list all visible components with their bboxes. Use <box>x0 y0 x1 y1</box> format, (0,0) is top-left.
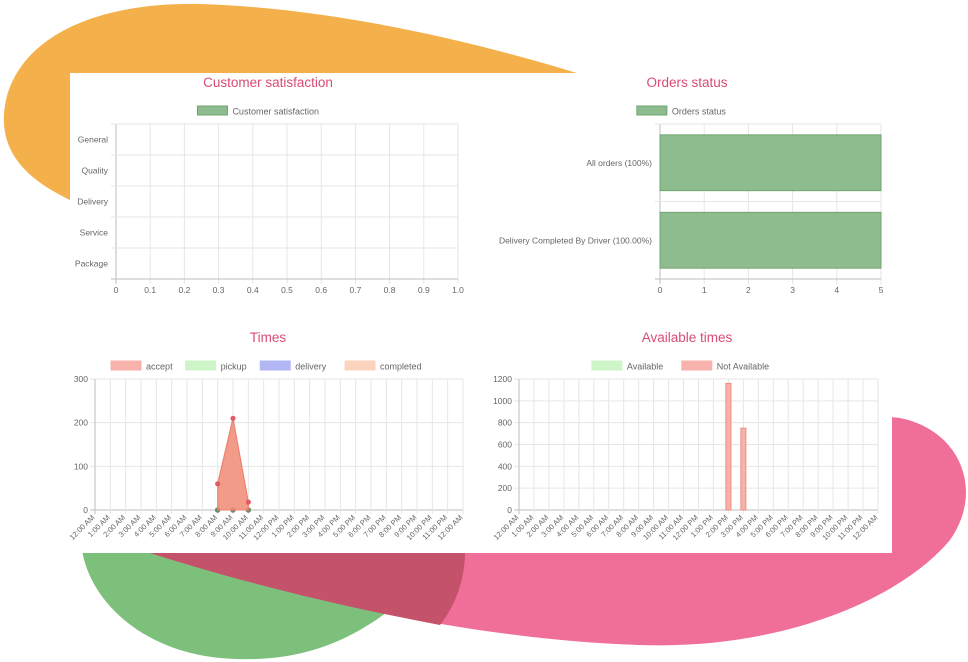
legend-label: delivery <box>295 362 327 372</box>
y-tick-label: Quality <box>82 166 109 176</box>
x-tick-label: 2 <box>746 285 751 295</box>
x-tick-label: 5 <box>879 285 884 295</box>
y-tick-label: General <box>78 135 108 145</box>
y-tick-label: 200 <box>74 418 88 428</box>
legend-label: Customer satisfaction <box>232 107 319 117</box>
y-tick-label: Delivery <box>77 197 108 207</box>
x-tick-label: 0.2 <box>178 285 190 295</box>
legend: Orders status <box>636 105 727 117</box>
x-tick-label: 0.1 <box>144 285 156 295</box>
x-tick-label: 0.3 <box>213 285 225 295</box>
orders-status-chart: Orders status Orders status 0 1 2 3 4 5 All or… <box>499 75 884 295</box>
legend-label: completed <box>380 362 422 372</box>
y-tick-label: All orders (100%) <box>586 158 652 168</box>
y-tick-label: 600 <box>498 440 512 450</box>
legend-label: Orders status <box>672 107 727 117</box>
y-tick-label: 0 <box>83 505 88 515</box>
x-tick-label: 0.9 <box>418 285 430 295</box>
legend-swatch <box>259 360 291 371</box>
y-tick-label: 400 <box>498 461 512 471</box>
legend-label: pickup <box>221 362 247 372</box>
x-tick-label: 0.6 <box>315 285 327 295</box>
y-tick-label: 1000 <box>493 396 512 406</box>
chart-title: Available times <box>642 330 733 345</box>
legend: Available Not Available <box>591 360 769 372</box>
chart-title: Customer satisfaction <box>203 75 333 90</box>
bar <box>740 427 747 511</box>
legend-swatch <box>636 105 668 116</box>
legend-swatch <box>196 105 228 116</box>
legend-swatch <box>185 360 217 371</box>
legend: Customer satisfaction <box>196 105 319 117</box>
legend-label: Not Available <box>717 362 769 372</box>
times-chart: Times accept pickup delivery completed 0 100… <box>70 330 464 542</box>
legend-swatch <box>344 360 376 371</box>
y-tick-label: 300 <box>74 374 88 384</box>
data-point <box>245 499 251 505</box>
chart-title: Times <box>250 330 286 345</box>
y-tick-label: 1200 <box>493 374 512 384</box>
x-tick-label: 4 <box>834 285 839 295</box>
bar <box>659 211 882 269</box>
x-tick-label: 3 <box>790 285 795 295</box>
y-tick-label: 0 <box>507 505 512 515</box>
legend-swatch <box>591 360 623 371</box>
y-tick-label: Package <box>75 259 108 269</box>
x-tick-label: 1 <box>702 285 707 295</box>
legend: accept pickup delivery completed <box>110 360 422 372</box>
bar <box>725 382 732 511</box>
plot-area: 0 1 2 3 4 5 All orders (100%) Delivery Complete… <box>499 123 884 295</box>
customer-satisfaction-chart: Customer satisfaction Customer satisfact… <box>75 75 464 295</box>
y-tick-label: Delivery Completed By Driver (100.00%) <box>499 235 652 245</box>
x-tick-label: 0.7 <box>349 285 361 295</box>
x-tick-label: 1.0 <box>452 285 464 295</box>
plot-area: 0 0.1 0.2 0.3 0.4 0.5 0.6 0.7 0.8 0.9 1.0 General Qu… <box>75 123 464 295</box>
x-tick-label: 0.4 <box>247 285 259 295</box>
y-tick-label: 800 <box>498 418 512 428</box>
chart-title: Orders status <box>646 75 727 90</box>
legend-swatch <box>110 360 142 371</box>
bar <box>659 134 882 192</box>
x-tick-label: 0.8 <box>384 285 396 295</box>
y-tick-label: 200 <box>498 483 512 493</box>
x-tick-label: 0.5 <box>281 285 293 295</box>
legend-label: accept <box>146 362 173 372</box>
legend-swatch <box>681 360 713 371</box>
blob-overlap <box>150 553 465 625</box>
data-point <box>230 415 236 421</box>
y-tick-label: Service <box>80 228 109 238</box>
y-tick-label: 100 <box>74 461 88 471</box>
data-point <box>215 481 221 487</box>
legend-label: Available <box>627 362 663 372</box>
dashboard-panel: Customer satisfaction Customer satisfact… <box>70 73 892 553</box>
available-times-chart: Available times Available Not Available 0… <box>492 330 880 542</box>
x-tick-label: 0 <box>114 285 119 295</box>
x-tick-label: 0 <box>658 285 663 295</box>
